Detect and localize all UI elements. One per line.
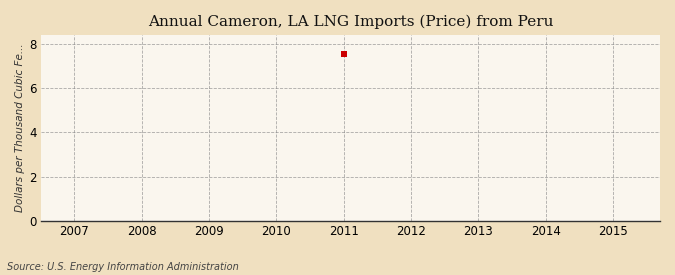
Title: Annual Cameron, LA LNG Imports (Price) from Peru: Annual Cameron, LA LNG Imports (Price) f…	[148, 15, 554, 29]
Y-axis label: Dollars per Thousand Cubic Fe...: Dollars per Thousand Cubic Fe...	[15, 43, 25, 212]
Text: Source: U.S. Energy Information Administration: Source: U.S. Energy Information Administ…	[7, 262, 238, 272]
